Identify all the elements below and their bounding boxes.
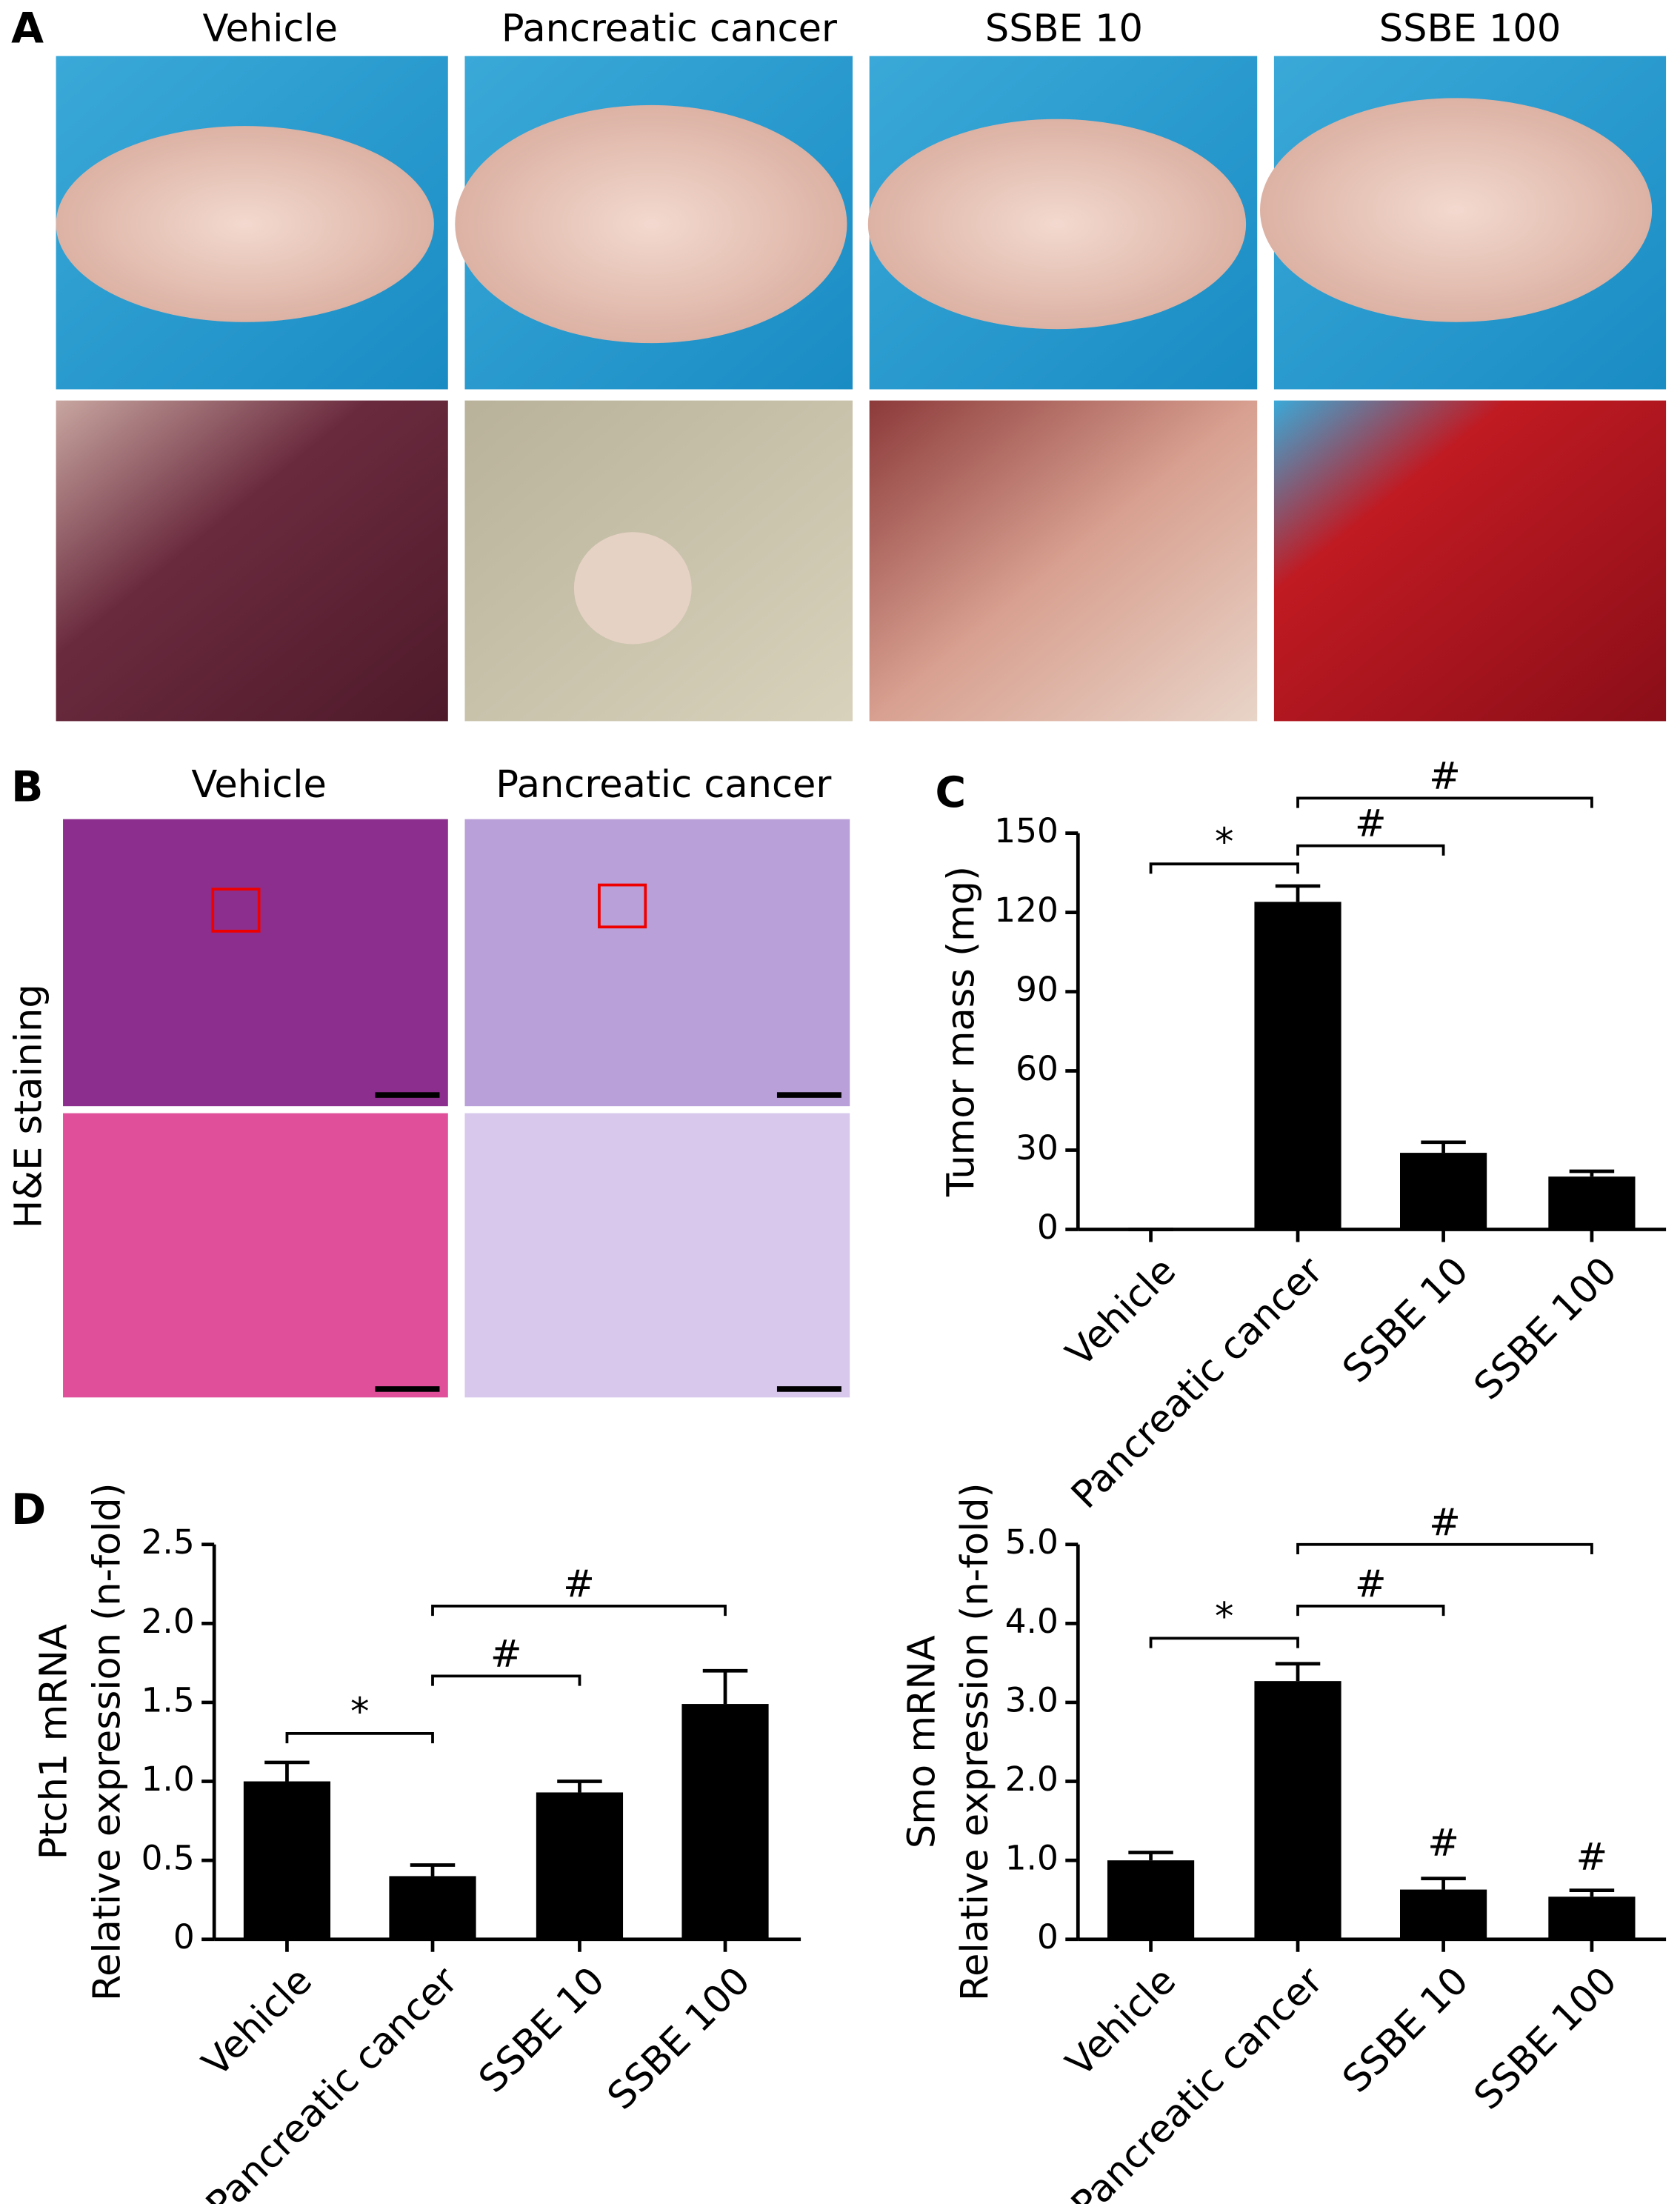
significance: # xyxy=(563,1562,595,1606)
x-tick-label: Vehicle xyxy=(1058,1959,1184,2085)
x-tick-label: SSBE 10 xyxy=(471,1959,613,2101)
significance-bracket xyxy=(1149,862,1299,874)
x-tick-label: SSBE 100 xyxy=(599,1959,759,2118)
zoom-box xyxy=(211,888,261,933)
significance: # xyxy=(1355,1562,1387,1606)
significance-bracket xyxy=(1296,796,1593,808)
significance-bracket xyxy=(1296,1542,1593,1554)
significance-bracket xyxy=(285,1732,434,1744)
photo xyxy=(56,400,448,722)
y-tick-label: 90 xyxy=(1016,970,1059,1009)
y-axis-label: Relative expression (n-fold) xyxy=(953,1482,997,2001)
bar xyxy=(1400,1889,1487,1940)
y-tick-label: 30 xyxy=(1016,1128,1059,1168)
bar xyxy=(536,1792,624,1940)
x-tick-label: Pancreatic cancer xyxy=(198,1959,466,2204)
x-tick-label: Pancreatic cancer xyxy=(1063,1249,1331,1517)
y-tick-label: 0 xyxy=(1037,1917,1059,1957)
significance-bracket xyxy=(1296,1605,1445,1617)
y-tick-label: 5.0 xyxy=(1005,1522,1059,1562)
significance: # xyxy=(1576,1836,1608,1880)
significance: # xyxy=(1355,802,1387,846)
bar xyxy=(243,1781,331,1940)
x-tick-label: Vehicle xyxy=(1058,1249,1184,1376)
y-axis-label: Relative expression (n-fold) xyxy=(85,1482,129,2001)
y-axis-label: Smo mRNA xyxy=(900,1635,944,1848)
significance: # xyxy=(1429,755,1461,799)
photo-detail xyxy=(573,532,692,645)
y-axis-label: Tumor mass (mg) xyxy=(939,866,983,1197)
significance: * xyxy=(350,1690,370,1734)
y-axis-label: Ptch1 mRNA xyxy=(33,1624,76,1860)
photo-detail xyxy=(867,119,1247,330)
photo-detail xyxy=(1260,98,1653,322)
scale-bar xyxy=(375,1386,440,1392)
y-tick-label: 60 xyxy=(1016,1049,1059,1088)
bar xyxy=(1107,1860,1195,1940)
significance-bracket xyxy=(431,1674,581,1686)
photo xyxy=(464,1113,850,1398)
y-tick-label: 4.0 xyxy=(1005,1602,1059,1641)
x-tick-label: Pancreatic cancer xyxy=(1063,1959,1331,2204)
y-tick-label: 1.5 xyxy=(141,1680,195,1719)
photo xyxy=(1273,400,1667,722)
photo-detail xyxy=(56,126,434,322)
photo xyxy=(464,819,850,1107)
y-tick-label: 150 xyxy=(994,811,1059,850)
significance-bracket xyxy=(1149,1637,1299,1648)
bar xyxy=(1254,902,1341,1230)
significance: # xyxy=(1429,1501,1461,1545)
column-label: Pancreatic cancer xyxy=(501,7,837,51)
bar xyxy=(1548,1897,1636,1940)
photos xyxy=(56,56,1667,1398)
photo xyxy=(869,400,1258,722)
significance: * xyxy=(1215,821,1234,865)
panel-letter: D xyxy=(11,1485,46,1534)
x-tick-label: SSBE 100 xyxy=(1466,1959,1625,2118)
significance-bracket xyxy=(1296,844,1445,856)
bar xyxy=(681,1704,769,1940)
column-label: Pancreatic cancer xyxy=(496,763,831,807)
panel-letter: C xyxy=(936,768,967,817)
panel-letter: B xyxy=(11,763,43,812)
y-tick-label: 1.0 xyxy=(141,1759,195,1799)
x-tick-label: Vehicle xyxy=(194,1959,321,2085)
significance: # xyxy=(490,1633,522,1677)
bar xyxy=(1254,1681,1341,1940)
column-label: Vehicle xyxy=(203,7,338,51)
y-tick-label: 3.0 xyxy=(1005,1680,1059,1719)
scale-bar xyxy=(776,1092,841,1098)
significance-bracket xyxy=(431,1605,727,1617)
significance: # xyxy=(1427,1822,1459,1865)
photo-detail xyxy=(455,104,847,344)
row-label: H&E staining xyxy=(7,984,51,1228)
bar xyxy=(1548,1176,1636,1230)
y-tick-label: 1.0 xyxy=(1005,1839,1059,1878)
x-tick-label: SSBE 10 xyxy=(1335,1249,1477,1391)
column-label: SSBE 100 xyxy=(1379,7,1561,51)
scale-bar xyxy=(776,1386,841,1392)
panel-letter: A xyxy=(11,4,44,53)
photo xyxy=(63,1113,448,1398)
bar xyxy=(389,1876,476,1940)
y-tick-label: 2.0 xyxy=(1005,1759,1059,1799)
y-tick-label: 120 xyxy=(994,890,1059,930)
x-tick-label: SSBE 100 xyxy=(1466,1249,1625,1408)
column-label: Vehicle xyxy=(191,763,326,807)
y-tick-label: 2.5 xyxy=(141,1522,195,1562)
bar xyxy=(1400,1153,1487,1230)
y-tick-label: 0 xyxy=(173,1917,195,1957)
y-tick-label: 2.0 xyxy=(141,1602,195,1641)
scale-bar xyxy=(375,1092,440,1098)
significance: * xyxy=(1215,1595,1234,1639)
x-tick-label: SSBE 10 xyxy=(1335,1959,1477,2101)
column-label: SSBE 10 xyxy=(985,7,1143,51)
y-tick-label: 0.5 xyxy=(141,1839,195,1878)
photo xyxy=(63,819,448,1107)
y-tick-label: 0 xyxy=(1037,1208,1059,1247)
zoom-box xyxy=(598,883,647,929)
